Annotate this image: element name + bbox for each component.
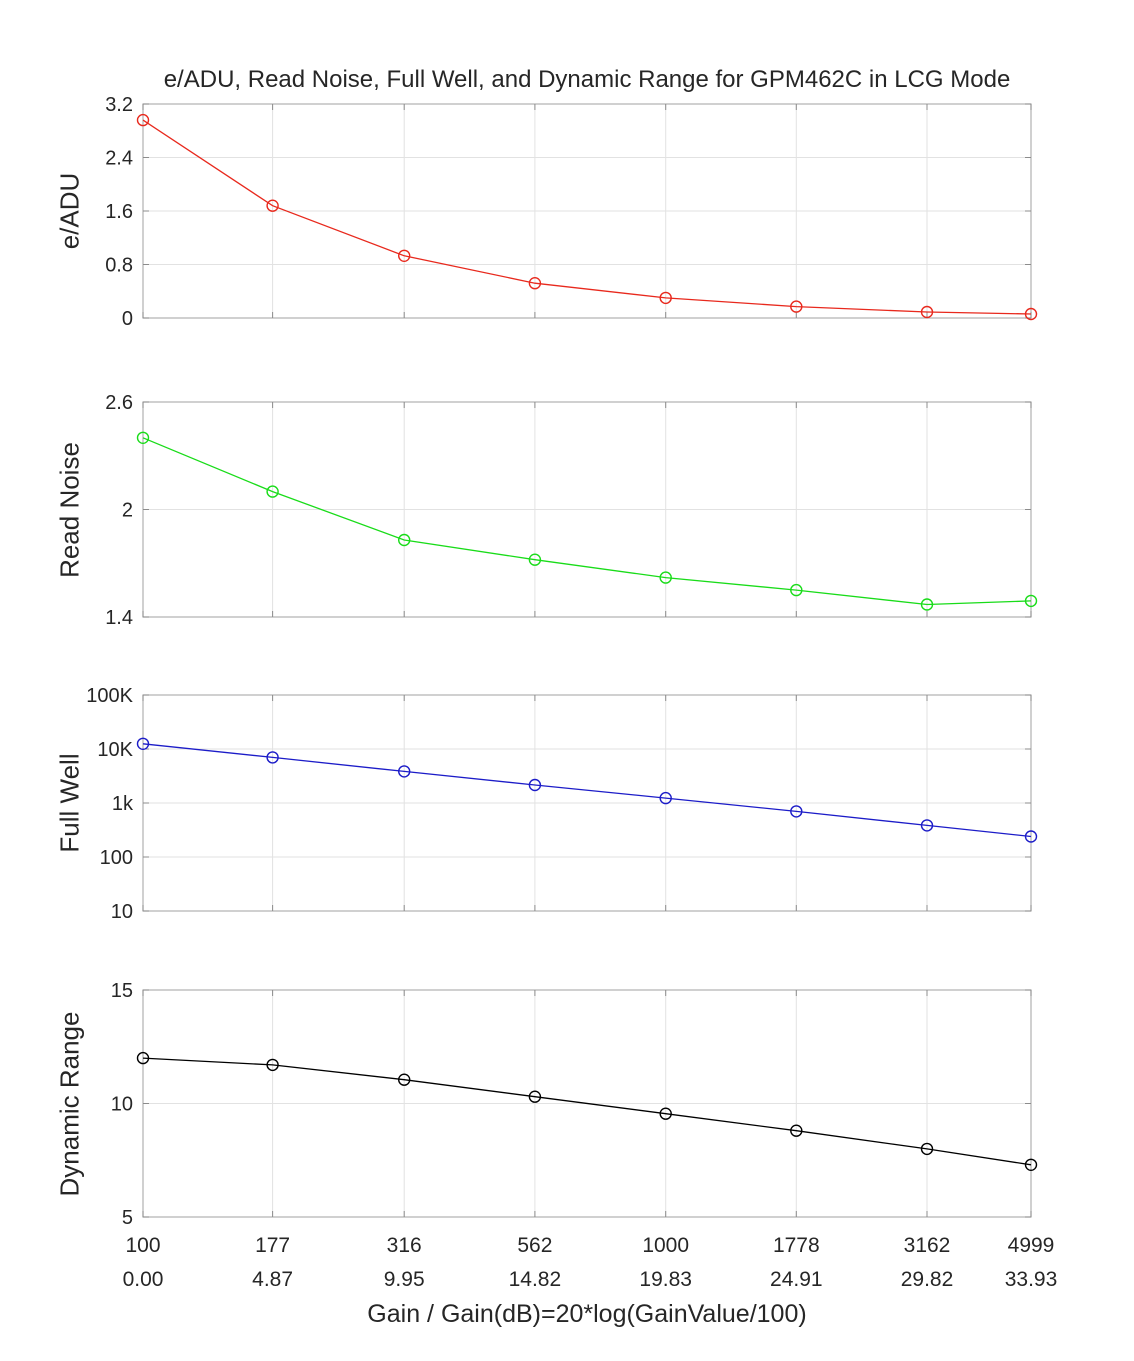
- data-marker: [528, 778, 542, 792]
- data-marker: [659, 1107, 672, 1120]
- x-tick-label-db: 0.00: [123, 1268, 164, 1291]
- y-tick-label: 0: [122, 308, 133, 330]
- x-tick-label-gain: 100: [125, 1234, 160, 1257]
- x-tick-label-db: 9.95: [384, 1268, 425, 1291]
- y-tick-label: 3.2: [105, 94, 133, 116]
- data-marker: [136, 113, 150, 127]
- data-marker: [136, 431, 150, 444]
- data-marker: [790, 1124, 803, 1137]
- series-line-dynamic-range: [142, 1057, 1032, 1166]
- ylabel-read-noise: Read Noise: [54, 442, 85, 578]
- data-marker: [398, 533, 411, 547]
- x-axis-label: Gain / Gain(dB)=20*log(GainValue/100): [367, 1300, 807, 1328]
- data-marker: [136, 1051, 150, 1065]
- y-tick-label: 1.6: [105, 201, 133, 223]
- x-tick-label-gain: 562: [517, 1234, 552, 1257]
- data-marker: [528, 553, 542, 566]
- y-tick-label: 100K: [86, 685, 133, 707]
- data-marker: [659, 291, 672, 305]
- data-marker: [790, 300, 803, 313]
- data-marker: [398, 765, 411, 778]
- x-tick-label-db: 19.83: [639, 1268, 692, 1291]
- data-marker: [528, 1090, 542, 1103]
- x-tick-label-gain: 1778: [773, 1234, 820, 1257]
- y-tick-label: 10: [111, 901, 133, 923]
- x-tick-label-gain: 3162: [904, 1234, 951, 1257]
- data-marker: [920, 1142, 934, 1156]
- data-marker: [1024, 1158, 1038, 1172]
- y-tick-label: 2.6: [105, 392, 133, 414]
- ylabel-dynamic-range: Dynamic Range: [54, 1011, 85, 1197]
- x-axis-tick-labels: 100 0.00 177 4.87 316 9.95 562 14.82 1000 19.83 17…: [123, 1234, 1058, 1291]
- data-marker: [266, 751, 279, 764]
- data-marker: [920, 598, 934, 611]
- data-marker: [528, 277, 542, 290]
- ylabel-e-adu: e/ADU: [54, 172, 85, 250]
- x-tick-label-gain: 177: [255, 1234, 290, 1257]
- data-marker: [398, 249, 411, 263]
- data-marker: [920, 819, 934, 832]
- data-marker: [659, 791, 672, 805]
- data-marker: [1024, 594, 1038, 608]
- subplot-read-noise: 1.4 2 2.6: [105, 392, 1038, 629]
- data-marker: [1024, 830, 1038, 843]
- data-marker: [790, 805, 803, 818]
- y-tick-label: 1k: [112, 793, 134, 815]
- y-tick-label: 5: [122, 1207, 133, 1229]
- y-tick-label: 0.8: [105, 255, 133, 277]
- y-tick-label: 10K: [97, 739, 133, 761]
- x-tick-label-db: 29.82: [901, 1268, 954, 1291]
- data-marker: [790, 583, 803, 597]
- subplot-full-well: 10 100 1k 10K 100K: [86, 685, 1038, 923]
- data-marker: [136, 737, 150, 750]
- data-marker: [266, 1058, 279, 1072]
- data-marker: [266, 485, 279, 498]
- series-line-read-noise: [142, 437, 1032, 606]
- x-tick-label-db: 4.87: [252, 1268, 293, 1291]
- y-tick-label: 2.4: [105, 148, 133, 170]
- y-tick-label: 15: [111, 980, 133, 1002]
- data-marker: [398, 1073, 411, 1086]
- ylabel-full-well: Full Well: [54, 753, 85, 853]
- series-line-full-well: [142, 743, 1032, 838]
- y-tick-label: 10: [111, 1094, 133, 1116]
- data-marker: [659, 571, 672, 584]
- x-tick-label-gain: 316: [387, 1234, 422, 1257]
- figure-title: e/ADU, Read Noise, Full Well, and Dynami…: [163, 66, 1011, 93]
- data-marker: [920, 305, 934, 319]
- x-tick-label-db: 33.93: [1005, 1268, 1058, 1291]
- subplot-e-adu: 0 0.8 1.6 2.4 3.2: [105, 94, 1038, 330]
- x-tick-label-db: 14.82: [509, 1268, 562, 1291]
- x-tick-label-gain: 4999: [1008, 1234, 1055, 1257]
- subplot-dynamic-range: 5 10 15: [111, 980, 1038, 1229]
- y-tick-label: 2: [122, 500, 133, 522]
- y-tick-label: 100: [100, 847, 133, 869]
- x-tick-label-gain: 1000: [642, 1234, 689, 1257]
- y-tick-label: 1.4: [105, 607, 133, 629]
- series-line-e-adu: [142, 119, 1032, 315]
- data-marker: [1024, 307, 1038, 321]
- x-tick-label-db: 24.91: [770, 1268, 823, 1291]
- data-marker: [266, 199, 279, 212]
